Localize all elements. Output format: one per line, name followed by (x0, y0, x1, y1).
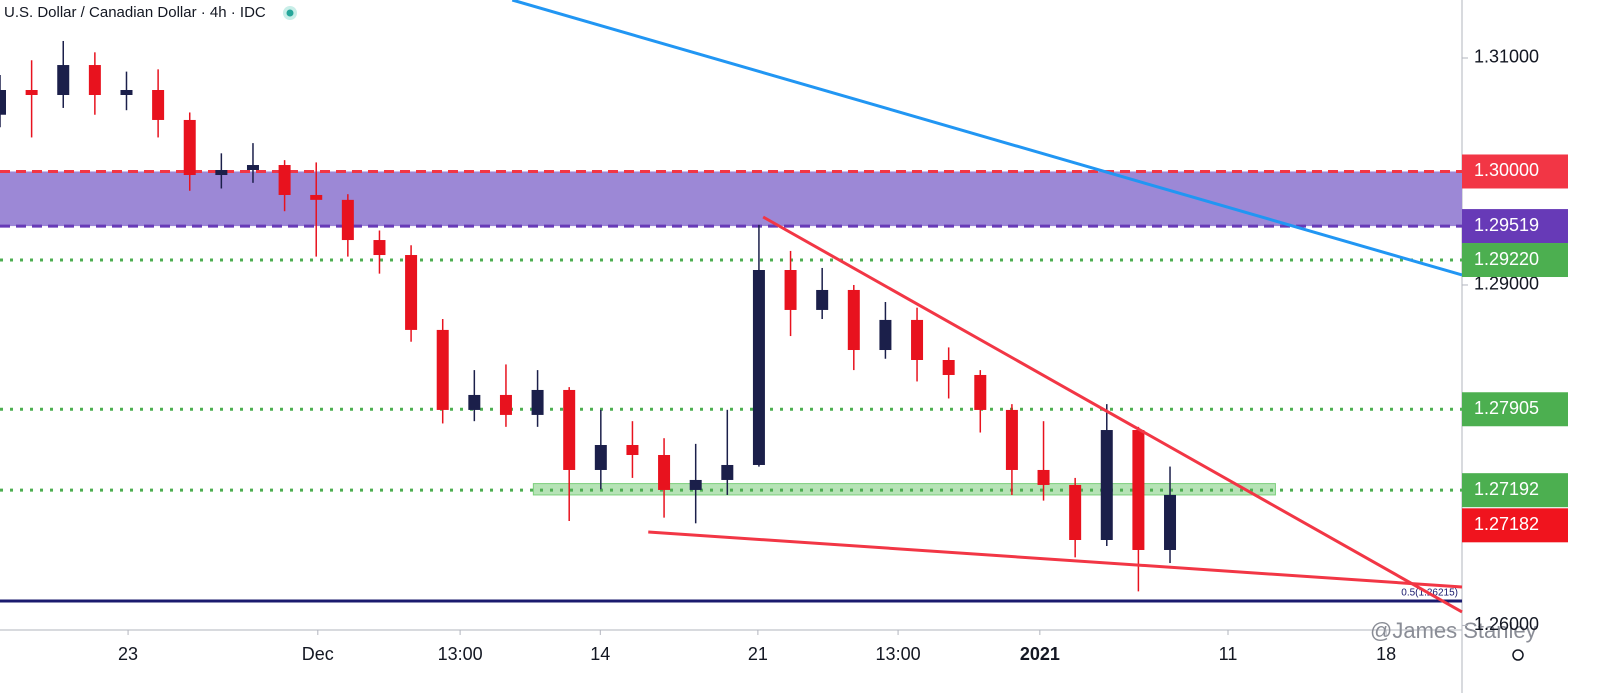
status-dot (286, 9, 294, 17)
candle-body (1100, 430, 1113, 540)
candle-body (88, 65, 101, 95)
candle-body (436, 329, 449, 410)
watermark: @James Stanley (1370, 618, 1537, 643)
price-label-box (1462, 473, 1568, 508)
candle-body (120, 90, 133, 95)
zone (0, 171, 1462, 227)
candle-body (1069, 484, 1082, 540)
chart-title: U.S. Dollar / Canadian Dollar · 4h · IDC (4, 4, 266, 21)
trendline (762, 215, 1463, 614)
trendline (648, 530, 1463, 589)
x-tick-label: Dec (302, 644, 334, 664)
candle-body (942, 360, 955, 375)
y-tick-label: 1.26000 (1474, 614, 1539, 634)
price-label: 1.29220 (1474, 249, 1539, 269)
candle-body (1164, 494, 1177, 550)
candle-body (1005, 409, 1018, 470)
candle-body (531, 389, 544, 415)
price-label: 1.27192 (1474, 479, 1539, 499)
price-label-box (1462, 392, 1568, 427)
x-tick-label: 13:00 (876, 644, 921, 664)
candle-body (468, 394, 481, 410)
candle-body (310, 194, 323, 200)
candle-body (0, 90, 6, 115)
candle-body (373, 240, 386, 256)
price-label: 1.27905 (1474, 398, 1539, 418)
x-tick-label: 23 (118, 644, 138, 664)
candle-body (25, 90, 38, 95)
candle-body (689, 479, 702, 490)
x-tick-label: 14 (590, 644, 610, 664)
x-tick-label: 11 (1219, 644, 1238, 664)
candle-body (183, 119, 196, 176)
zone (532, 483, 1276, 496)
candle-body (752, 270, 765, 465)
candle-body (246, 165, 259, 171)
x-tick-label: 13:00 (438, 644, 483, 664)
x-tick-label: 21 (748, 644, 768, 664)
price-label: 1.30000 (1474, 160, 1539, 180)
candle-body (784, 270, 797, 310)
price-label-box (1462, 209, 1568, 244)
price-label-box (1462, 508, 1568, 543)
price-label: 1.27182 (1474, 514, 1539, 534)
price-label-box (1462, 243, 1568, 278)
candle-body (278, 165, 291, 195)
candle-body (152, 90, 165, 120)
candle-body (563, 389, 576, 470)
candle-body (721, 464, 734, 480)
y-tick-label: 1.31000 (1474, 47, 1539, 67)
candle-body (1037, 469, 1050, 485)
candle-body (57, 65, 70, 95)
candle-body (1132, 430, 1145, 550)
price-label: 1.29519 (1474, 215, 1539, 235)
candle-body (816, 289, 829, 310)
x-tick-label: 2021 (1020, 644, 1060, 664)
candle-body (499, 394, 512, 415)
candle-body (626, 445, 639, 455)
candle-body (658, 454, 671, 490)
price-label-box (1462, 154, 1568, 189)
candle-body (405, 255, 418, 330)
candle-body (911, 319, 924, 360)
settings-icon[interactable] (1512, 649, 1524, 661)
x-tick-label: 18 (1376, 644, 1396, 664)
y-tick-label: 1.29000 (1474, 274, 1539, 294)
candle-body (879, 319, 892, 351)
candle-body (974, 374, 987, 410)
candle-body (847, 289, 860, 351)
candle-body (594, 445, 607, 470)
candle-body (215, 170, 228, 176)
trendline (511, 0, 1463, 277)
candle-body (341, 199, 354, 241)
plot-area: 0.5(1.26215) (0, 0, 1463, 614)
